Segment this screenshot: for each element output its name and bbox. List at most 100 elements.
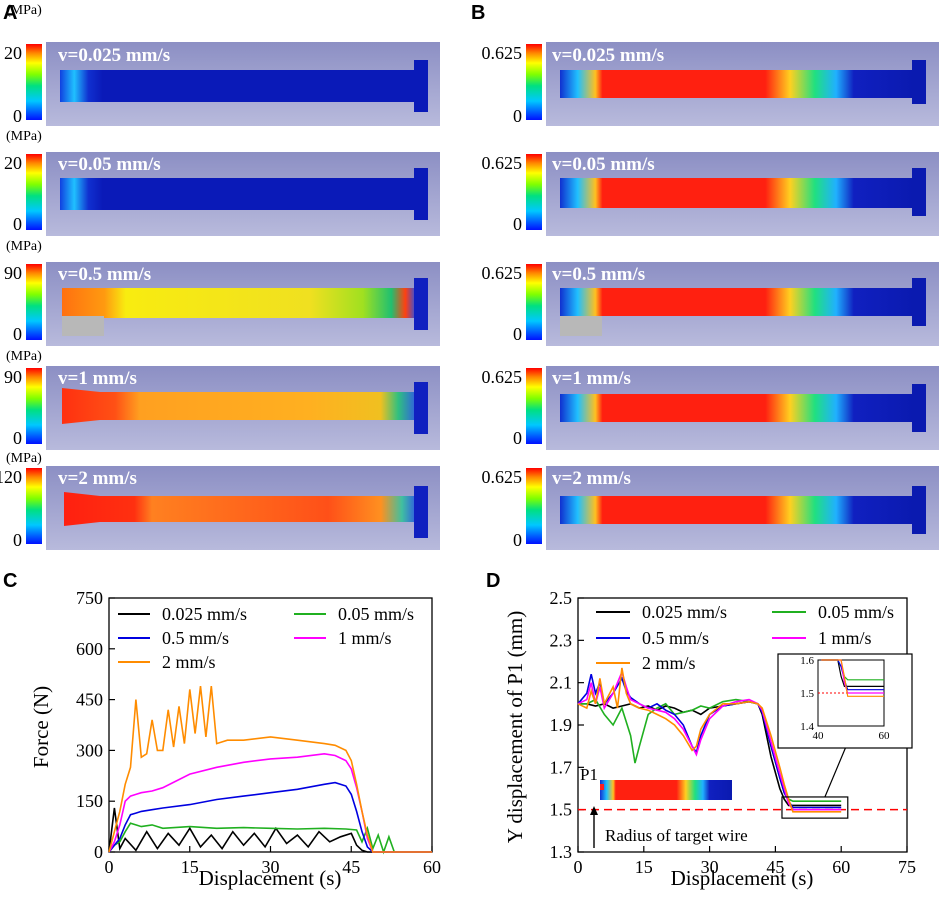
colorbar-max: 0.625 (482, 367, 523, 387)
series-line-2 (108, 822, 432, 855)
colorbar (526, 264, 542, 340)
legend-label: 0.025 mm/s (642, 602, 727, 622)
wire-bar (560, 288, 914, 316)
velocity-label: v=0.5 mm/s (552, 264, 645, 285)
strain-row-2: 0.625 0 v=0.05 mm/s (482, 152, 939, 236)
colorbar-min: 0 (513, 214, 522, 234)
stress-row-2: (MPa) 20 0 v=0.05 mm/s (4, 129, 440, 236)
colorbar (26, 154, 42, 230)
force-chart: Force (N) Displacement (s) 0 15 30 45 600150… (29, 588, 441, 890)
series-line-5 (108, 686, 432, 853)
colorbar (26, 468, 42, 544)
wire-end-cap (912, 384, 926, 432)
grip-block (560, 316, 602, 336)
legend-label: 0.5 mm/s (162, 628, 229, 648)
colorbar-max: 0.625 (482, 263, 523, 283)
series-line-4 (577, 669, 842, 811)
inset-y-tick-label: 1.4 (800, 721, 814, 733)
stress-row-1: (MPa) 20 0 v=0.025 mm/s (4, 3, 440, 126)
grip-block (62, 316, 104, 336)
y-tick-label: 2.3 (550, 630, 573, 650)
colorbar-min: 0 (513, 324, 522, 344)
velocity-label: v=2 mm/s (58, 468, 137, 489)
strain-maps-panel: 0.625 0 v=0.025 mm/s 0.625 0 v=0.05 mm/s… (482, 42, 939, 550)
colorbar-min: 0 (513, 106, 522, 126)
colorbar (526, 44, 542, 120)
wire-end-cap (912, 278, 926, 326)
x-tick-label: 0 (105, 857, 114, 877)
velocity-label: v=0.05 mm/s (552, 154, 655, 175)
x-tick-label: 60 (423, 857, 441, 877)
colorbar-max: 20 (4, 43, 22, 63)
inset-x-tick-label: 40 (813, 730, 825, 742)
colorbar (26, 368, 42, 444)
legend-label: 0.025 mm/s (162, 604, 247, 624)
y-tick-label: 750 (76, 588, 103, 608)
wire-end-cap (414, 486, 428, 538)
velocity-label: v=1 mm/s (58, 368, 137, 389)
colorbar-max: 0.625 (482, 467, 523, 487)
wire-bar (60, 178, 416, 210)
series-line-5 (577, 667, 842, 813)
stress-row-3: (MPa) 90 0 v=0.5 mm/s (4, 239, 440, 346)
legend-label: 1 mm/s (818, 628, 872, 648)
legend-label: 2 mm/s (162, 652, 216, 672)
x-tick-label: 15 (635, 857, 653, 877)
wire-end-cap (414, 168, 428, 220)
y-tick-label: 1.9 (550, 715, 573, 735)
colorbar-min: 0 (513, 428, 522, 448)
colorbar-unit: (MPa) (6, 239, 42, 254)
strain-row-4: 0.625 0 v=1 mm/s (482, 366, 939, 450)
colorbar-max: 120 (0, 467, 22, 487)
strain-row-3: 0.625 0 v=0.5 mm/s (482, 262, 939, 346)
displacement-chart: Y displacement of P1 (mm) Displacement (… (503, 588, 916, 890)
colorbar-min: 0 (13, 428, 22, 448)
wire-end-cap (414, 382, 428, 434)
inset-y-tick-label: 1.6 (800, 655, 814, 667)
inset-x-tick-label: 60 (879, 730, 891, 742)
colorbar-min: 0 (13, 214, 22, 234)
wire-end-cap (912, 60, 926, 104)
panel-letter-d: D (486, 570, 501, 592)
wire-bar (560, 70, 914, 98)
y-axis-label: Force (N) (29, 686, 53, 768)
colorbar (526, 154, 542, 230)
x-axis-label: Displacement (s) (199, 866, 342, 890)
wire-end-cap (912, 168, 926, 216)
wire-end-cap (414, 278, 428, 330)
x-tick-label: 45 (766, 857, 784, 877)
x-tick-label: 60 (832, 857, 850, 877)
p1-strain-preview (600, 780, 732, 800)
p1-marker (600, 784, 604, 790)
x-tick-label: 30 (262, 857, 280, 877)
colorbar-unit: (MPa) (6, 3, 42, 18)
colorbar (26, 264, 42, 340)
y-tick-label: 1.7 (550, 757, 573, 777)
series-line-4 (108, 752, 432, 853)
stress-row-5: (MPa) 120 0 v=2 mm/s (0, 451, 440, 550)
wire-bar (62, 388, 416, 424)
y-tick-label: 2.5 (550, 588, 573, 608)
colorbar-max: 0.625 (482, 153, 523, 173)
panel-letter-b: B (471, 2, 486, 24)
y-axis-label: Y displacement of P1 (mm) (503, 611, 527, 844)
point-label: P1 (580, 765, 598, 784)
colorbar-max: 20 (4, 153, 22, 173)
wire-bar (560, 394, 914, 422)
colorbar-unit: (MPa) (6, 451, 42, 466)
wire-end-cap (414, 60, 428, 112)
velocity-label: v=0.025 mm/s (58, 45, 170, 66)
y-tick-label: 450 (76, 690, 103, 710)
wire-bar (560, 496, 914, 524)
colorbar-unit: (MPa) (6, 349, 42, 364)
y-tick-label: 2.1 (550, 673, 573, 693)
colorbar (526, 468, 542, 544)
series-line-3 (108, 781, 432, 853)
wire-bar (60, 70, 416, 102)
stress-row-4: (MPa) 90 0 v=1 mm/s (4, 349, 440, 450)
legend-label: 0.5 mm/s (642, 628, 709, 648)
colorbar-max: 90 (4, 367, 22, 387)
strain-row-1: 0.625 0 v=0.025 mm/s (482, 42, 939, 126)
stress-maps-panel: (MPa) 20 0 v=0.025 mm/s (MPa) 20 0 v=0.0… (0, 3, 440, 550)
